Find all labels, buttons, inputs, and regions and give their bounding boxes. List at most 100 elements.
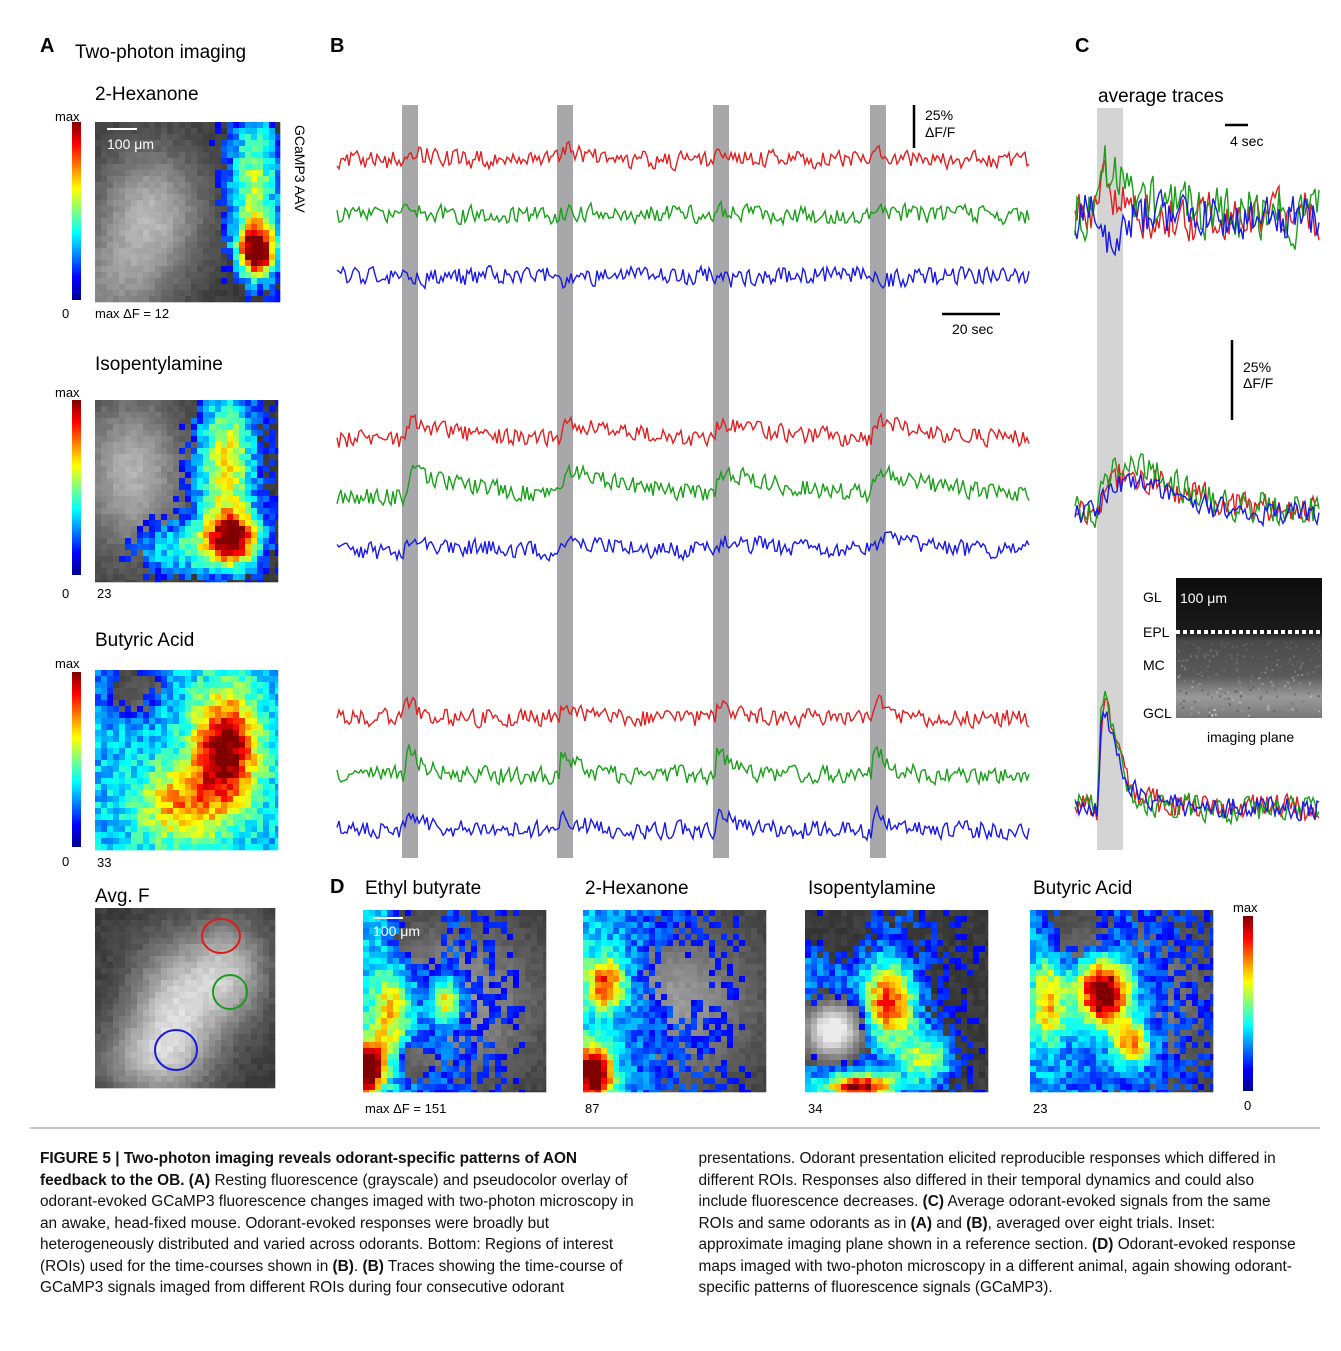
- pixel: [125, 568, 131, 574]
- panel-label: C: [1075, 35, 1089, 57]
- pixel: [179, 140, 185, 146]
- pixel: [167, 694, 173, 700]
- pixel: [197, 766, 203, 772]
- pixel: [239, 122, 245, 128]
- pixel: [405, 1084, 411, 1090]
- pixel: [513, 1084, 519, 1090]
- speckle: [1240, 692, 1242, 694]
- pixel: [251, 844, 257, 850]
- pixel: [369, 946, 375, 952]
- pixel: [477, 946, 483, 952]
- pixel: [363, 1018, 369, 1024]
- pixel: [501, 1000, 507, 1006]
- pixel: [221, 182, 227, 188]
- pixel: [447, 952, 453, 958]
- pixel: [95, 754, 101, 760]
- pixel: [149, 826, 155, 832]
- pixel: [149, 580, 155, 582]
- pixel: [263, 278, 269, 284]
- pixel: [489, 1036, 495, 1042]
- pixel: [525, 1066, 531, 1072]
- pixel: [257, 968, 263, 974]
- pixel: [429, 1054, 435, 1060]
- speckle: [1238, 681, 1240, 683]
- pixel: [405, 994, 411, 1000]
- pixel: [209, 802, 215, 808]
- pixel: [245, 790, 251, 796]
- pixel: [239, 556, 245, 562]
- pixel: [221, 236, 227, 242]
- pixel: [251, 490, 257, 496]
- speckle: [1266, 667, 1268, 669]
- pixel: [149, 1058, 155, 1064]
- pixel: [95, 236, 101, 242]
- pixel: [251, 472, 257, 478]
- pixel: [119, 1082, 125, 1088]
- pixel: [483, 1078, 489, 1084]
- pixel: [131, 682, 137, 688]
- pixel: [215, 568, 221, 574]
- pixel: [197, 1004, 203, 1010]
- pixel: [275, 814, 278, 820]
- speckle: [1264, 672, 1266, 674]
- pixel: [263, 998, 269, 1004]
- pixel: [263, 1046, 269, 1052]
- pixel: [185, 766, 191, 772]
- pixel: [233, 676, 239, 682]
- pixel: [263, 550, 269, 556]
- pixel: [125, 1040, 131, 1046]
- pixel: [251, 580, 257, 582]
- pixel: [125, 766, 131, 772]
- pixel: [113, 164, 119, 170]
- pixel: [543, 1054, 546, 1060]
- pixel: [155, 808, 161, 814]
- pixel: [173, 670, 179, 676]
- pixel: [137, 502, 143, 508]
- pixel: [257, 950, 263, 956]
- pixel: [191, 724, 197, 730]
- pixel: [137, 460, 143, 466]
- pixel: [275, 478, 278, 484]
- pixel: [251, 986, 257, 992]
- pixel: [239, 436, 245, 442]
- pixel: [95, 808, 101, 814]
- pixel: [203, 272, 209, 278]
- pixel: [239, 152, 245, 158]
- pixel: [471, 1024, 477, 1030]
- pixel: [393, 1072, 399, 1078]
- pixel: [125, 158, 131, 164]
- pixel: [125, 550, 131, 556]
- pixel: [101, 1058, 107, 1064]
- pixel: [251, 1004, 257, 1010]
- pixel: [95, 490, 101, 496]
- pixel: [227, 832, 233, 838]
- pixel: [501, 1084, 507, 1090]
- pixel: [179, 826, 185, 832]
- pixel: [227, 736, 233, 742]
- pixel: [441, 1024, 447, 1030]
- pixel: [239, 406, 245, 412]
- pixel: [501, 1078, 507, 1084]
- pixel: [369, 1072, 375, 1078]
- pixel: [131, 1010, 137, 1016]
- pixel: [233, 254, 239, 260]
- pixel: [227, 712, 233, 718]
- pixel: [263, 914, 269, 920]
- pixel: [525, 1054, 531, 1060]
- pixel: [185, 448, 191, 454]
- pixel: [263, 556, 269, 562]
- pixel: [143, 532, 149, 538]
- pixel: [251, 706, 257, 712]
- pixel: [209, 284, 215, 290]
- pixel: [197, 760, 203, 766]
- pixel: [203, 766, 209, 772]
- pixel: [197, 688, 203, 694]
- pixel: [197, 400, 203, 406]
- pixel: [209, 766, 215, 772]
- pixel: [143, 242, 149, 248]
- pixel: [101, 1082, 107, 1088]
- pixel: [143, 814, 149, 820]
- pixel: [369, 976, 375, 982]
- pixel: [131, 272, 137, 278]
- pixel: [447, 1048, 453, 1054]
